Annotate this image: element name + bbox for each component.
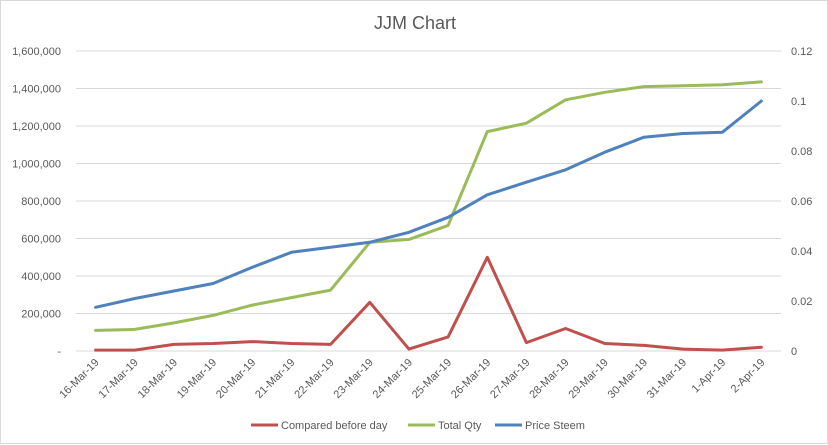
right-tick-label: 0.12 (791, 46, 812, 58)
right-tick-label: 0 (791, 346, 797, 358)
left-tick-label: 600,000 (21, 234, 61, 246)
x-tick-label: 24-Mar-19 (371, 357, 415, 401)
right-tick-label: 0.08 (791, 146, 812, 158)
x-tick-label: 16-Mar-19 (57, 357, 101, 401)
x-axis: 16-Mar-1917-Mar-1918-Mar-1919-Mar-1920-M… (57, 357, 767, 401)
left-tick-label: - (57, 346, 61, 358)
left-tick-label: 200,000 (21, 309, 61, 321)
left-tick-label: 800,000 (21, 196, 61, 208)
x-tick-label: 31-Mar-19 (645, 357, 689, 401)
x-tick-label: 25-Mar-19 (410, 357, 454, 401)
x-tick-label: 26-Mar-19 (449, 357, 493, 401)
x-tick-label: 1-Apr-19 (690, 357, 729, 396)
x-tick-label: 21-Mar-19 (253, 357, 297, 401)
x-tick-label: 23-Mar-19 (332, 357, 376, 401)
right-tick-label: 0.02 (791, 296, 812, 308)
x-tick-label: 17-Mar-19 (97, 357, 141, 401)
series-layer (94, 80, 763, 352)
x-tick-label: 19-Mar-19 (175, 357, 219, 401)
left-tick-label: 1,000,000 (12, 159, 61, 171)
gridlines (76, 50, 781, 352)
x-tick-label: 22-Mar-19 (292, 357, 336, 401)
right-tick-label: 0.1 (791, 96, 806, 108)
right-tick-label: 0.04 (791, 246, 812, 258)
left-tick-label: 1,400,000 (12, 84, 61, 96)
chart-title: JJM Chart (374, 13, 456, 33)
legend-label: Compared before day (281, 420, 388, 432)
left-tick-label: 1,600,000 (12, 46, 61, 58)
series-line-total-qty (94, 80, 763, 332)
x-tick-label: 18-Mar-19 (136, 357, 180, 401)
series-line-compared-before-day (94, 255, 763, 352)
x-tick-label: 2-Apr-19 (729, 357, 768, 396)
left-y-axis: - 200,000 400,000 600,000 800,000 1,000,000 1,… (12, 46, 61, 358)
legend-label: Price Steem (525, 420, 585, 432)
x-tick-label: 27-Mar-19 (488, 357, 532, 401)
left-tick-label: 1,200,000 (12, 121, 61, 133)
x-tick-label: 29-Mar-19 (567, 357, 611, 401)
legend: Compared before day Total Qty Price Steem (251, 420, 585, 432)
right-y-axis: 0 0.02 0.04 0.06 0.08 0.1 0.12 (791, 46, 812, 358)
series-line-price-steem (94, 99, 763, 309)
x-tick-label: 30-Mar-19 (606, 357, 650, 401)
x-tick-label: 20-Mar-19 (214, 357, 258, 401)
left-tick-label: 400,000 (21, 271, 61, 283)
x-tick-label: 28-Mar-19 (527, 357, 571, 401)
right-tick-label: 0.06 (791, 196, 812, 208)
legend-label: Total Qty (438, 420, 482, 432)
